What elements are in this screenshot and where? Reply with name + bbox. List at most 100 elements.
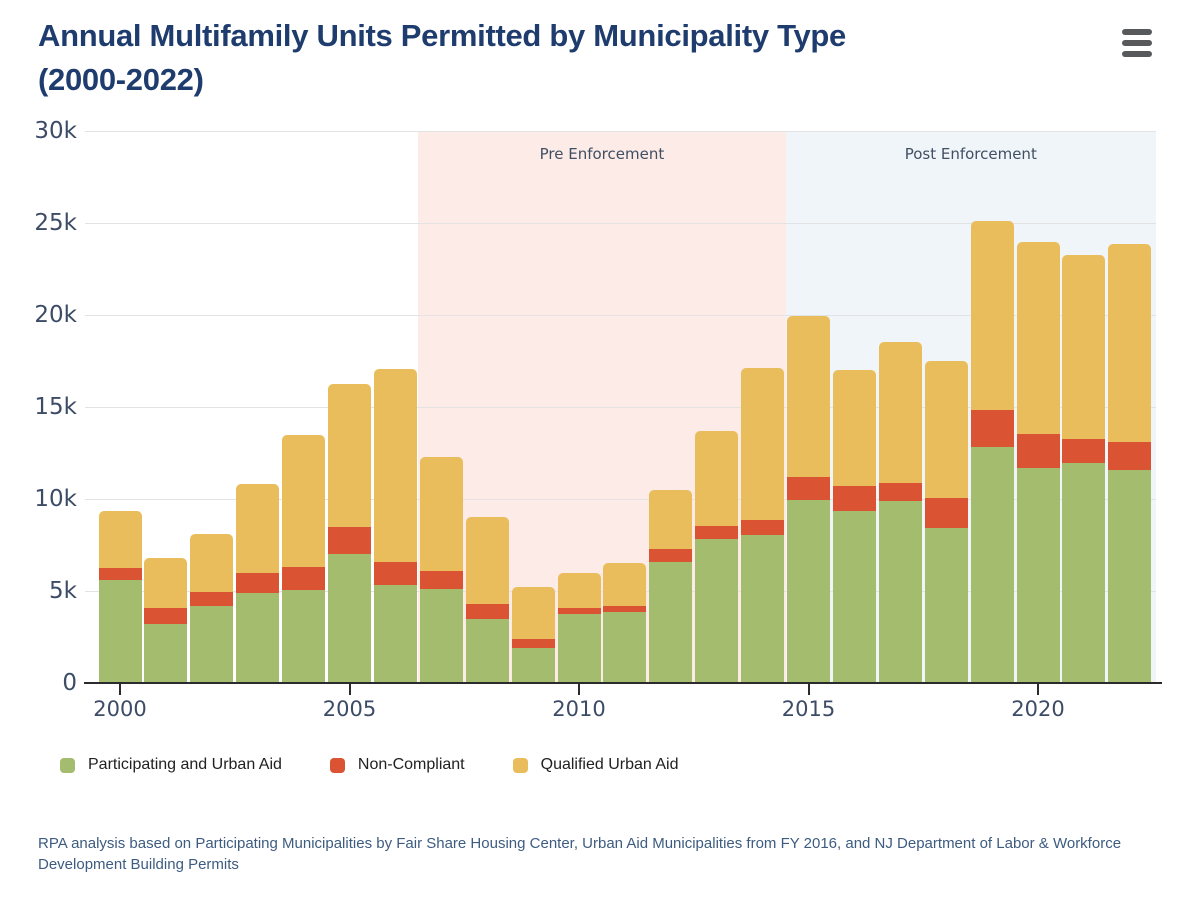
segment-participating-and-urban-aid-2004[interactable] (282, 590, 326, 683)
segment-non-compliant-2021[interactable] (1062, 439, 1106, 464)
segment-non-compliant-2017[interactable] (878, 483, 922, 501)
segment-non-compliant-2011[interactable] (603, 605, 647, 613)
segment-qualified-urban-aid-2002[interactable] (190, 533, 234, 592)
bar-2002[interactable] (190, 533, 234, 683)
segment-non-compliant-2006[interactable] (373, 561, 417, 586)
segment-non-compliant-2005[interactable] (328, 526, 371, 555)
segment-participating-and-urban-aid-2019[interactable] (970, 447, 1014, 683)
segment-qualified-urban-aid-2019[interactable] (970, 221, 1014, 410)
legend-item-qualified-urban-aid[interactable]: Qualified Urban Aid (512, 756, 678, 774)
segment-qualified-urban-aid-2018[interactable] (924, 361, 968, 499)
legend-item-non-compliant[interactable]: Non-Compliant (329, 756, 465, 774)
bar-2007[interactable] (419, 456, 463, 683)
segment-participating-and-urban-aid-2002[interactable] (190, 605, 234, 683)
bar-2010[interactable] (557, 572, 601, 683)
x-axis-label-2005: 2005 (322, 697, 377, 721)
segment-non-compliant-2010[interactable] (557, 608, 601, 614)
segment-participating-and-urban-aid-2001[interactable] (144, 624, 188, 683)
segment-qualified-urban-aid-2011[interactable] (603, 563, 647, 606)
segment-participating-and-urban-aid-2011[interactable] (603, 612, 647, 683)
bar-2008[interactable] (465, 516, 509, 683)
segment-non-compliant-2007[interactable] (419, 570, 463, 590)
segment-non-compliant-2004[interactable] (282, 567, 326, 591)
segment-non-compliant-2020[interactable] (1016, 433, 1060, 468)
segment-non-compliant-2012[interactable] (649, 548, 693, 563)
bar-2004[interactable] (282, 434, 326, 683)
segment-participating-and-urban-aid-2013[interactable] (695, 539, 739, 683)
x-axis-line (84, 682, 1162, 684)
bar-2018[interactable] (924, 361, 968, 683)
segment-non-compliant-2003[interactable] (236, 572, 280, 593)
segment-participating-and-urban-aid-2003[interactable] (236, 592, 280, 683)
segment-non-compliant-2016[interactable] (832, 486, 876, 511)
bar-2000[interactable] (98, 510, 142, 683)
segment-participating-and-urban-aid-2012[interactable] (649, 562, 693, 683)
segment-qualified-urban-aid-2015[interactable] (787, 315, 830, 477)
segment-qualified-urban-aid-2010[interactable] (557, 572, 601, 609)
bar-2001[interactable] (144, 557, 188, 683)
segment-qualified-urban-aid-2003[interactable] (236, 484, 280, 573)
segment-participating-and-urban-aid-2010[interactable] (557, 614, 601, 683)
bar-2006[interactable] (373, 369, 417, 683)
segment-non-compliant-2009[interactable] (511, 638, 555, 649)
segment-participating-and-urban-aid-2006[interactable] (373, 585, 417, 683)
bar-2022[interactable] (1108, 244, 1152, 683)
bar-2003[interactable] (236, 484, 280, 683)
segment-participating-and-urban-aid-2008[interactable] (465, 618, 509, 683)
bar-2019[interactable] (970, 221, 1014, 683)
bar-2005[interactable] (328, 384, 371, 683)
segment-non-compliant-2000[interactable] (98, 568, 142, 580)
segment-qualified-urban-aid-2001[interactable] (144, 557, 188, 608)
segment-non-compliant-2019[interactable] (970, 409, 1014, 448)
y-axis-label-5k: 5k (49, 578, 77, 604)
segment-participating-and-urban-aid-2005[interactable] (328, 554, 371, 683)
segment-qualified-urban-aid-2014[interactable] (741, 368, 785, 521)
segment-qualified-urban-aid-2012[interactable] (649, 489, 693, 549)
legend-item-participating-and-urban-aid[interactable]: Participating and Urban Aid (60, 756, 282, 774)
bar-2021[interactable] (1062, 255, 1106, 683)
segment-participating-and-urban-aid-2007[interactable] (419, 589, 463, 683)
segment-qualified-urban-aid-2008[interactable] (465, 516, 509, 604)
segment-qualified-urban-aid-2009[interactable] (511, 587, 555, 639)
bar-2020[interactable] (1016, 242, 1060, 683)
segment-participating-and-urban-aid-2014[interactable] (741, 534, 785, 683)
segment-participating-and-urban-aid-2009[interactable] (511, 648, 555, 683)
segment-participating-and-urban-aid-2015[interactable] (787, 499, 830, 683)
segment-participating-and-urban-aid-2021[interactable] (1062, 463, 1106, 683)
bar-2011[interactable] (603, 563, 647, 683)
bar-2013[interactable] (695, 430, 739, 683)
segment-participating-and-urban-aid-2016[interactable] (832, 510, 876, 683)
segment-participating-and-urban-aid-2020[interactable] (1016, 467, 1060, 683)
bar-2015[interactable] (787, 315, 830, 683)
segment-qualified-urban-aid-2006[interactable] (373, 369, 417, 562)
y-axis-label-10k: 10k (34, 486, 77, 512)
segment-non-compliant-2022[interactable] (1108, 441, 1152, 470)
bar-2016[interactable] (832, 370, 876, 683)
segment-qualified-urban-aid-2004[interactable] (282, 434, 326, 568)
segment-non-compliant-2001[interactable] (144, 607, 188, 625)
segment-non-compliant-2002[interactable] (190, 591, 234, 606)
bar-2017[interactable] (878, 341, 922, 683)
segment-non-compliant-2013[interactable] (695, 525, 739, 540)
hamburger-menu-icon[interactable] (1122, 29, 1152, 57)
segment-non-compliant-2015[interactable] (787, 476, 830, 500)
segment-non-compliant-2014[interactable] (741, 520, 785, 535)
bar-2009[interactable] (511, 587, 555, 683)
bar-2012[interactable] (649, 489, 693, 683)
segment-qualified-urban-aid-2017[interactable] (878, 341, 922, 484)
segment-qualified-urban-aid-2005[interactable] (328, 384, 371, 527)
segment-qualified-urban-aid-2021[interactable] (1062, 255, 1106, 440)
segment-participating-and-urban-aid-2017[interactable] (878, 500, 922, 683)
segment-non-compliant-2008[interactable] (465, 603, 509, 619)
segment-qualified-urban-aid-2022[interactable] (1108, 244, 1152, 442)
segment-qualified-urban-aid-2020[interactable] (1016, 242, 1060, 434)
segment-participating-and-urban-aid-2022[interactable] (1108, 469, 1152, 683)
segment-participating-and-urban-aid-2018[interactable] (924, 528, 968, 683)
bar-2014[interactable] (741, 368, 785, 683)
segment-qualified-urban-aid-2016[interactable] (832, 370, 876, 487)
segment-participating-and-urban-aid-2000[interactable] (98, 579, 142, 683)
segment-non-compliant-2018[interactable] (924, 498, 968, 529)
segment-qualified-urban-aid-2013[interactable] (695, 430, 739, 526)
segment-qualified-urban-aid-2007[interactable] (419, 456, 463, 571)
segment-qualified-urban-aid-2000[interactable] (98, 510, 142, 569)
